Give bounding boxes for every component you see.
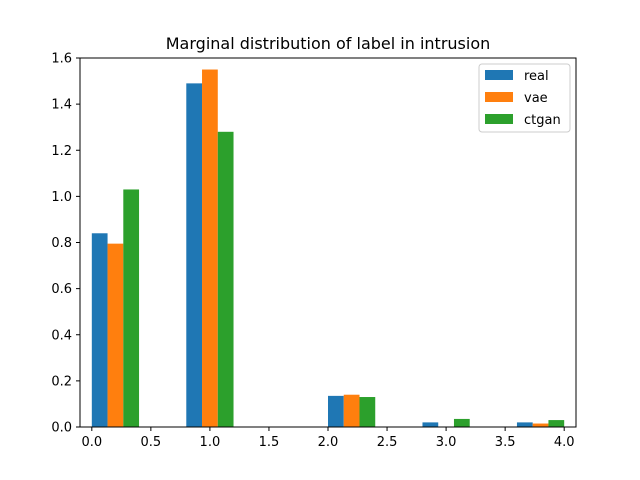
legend-swatch-real bbox=[485, 70, 513, 80]
x-tick-label: 0.5 bbox=[141, 435, 162, 450]
legend: real vae ctgan bbox=[478, 63, 571, 133]
legend-label-real: real bbox=[524, 69, 549, 84]
x-tick-label: 2.0 bbox=[318, 435, 339, 450]
y-tick-label: 0.8 bbox=[51, 236, 72, 251]
bar-vae-0 bbox=[107, 243, 124, 427]
y-tick-label: 1.6 bbox=[51, 52, 72, 67]
y-tick-label: 1.0 bbox=[51, 190, 72, 205]
x-tick-label: 1.5 bbox=[259, 435, 280, 450]
y-tick-label: 0.0 bbox=[51, 421, 72, 436]
bar-real-4 bbox=[516, 422, 533, 427]
legend-swatch-vae bbox=[485, 92, 513, 102]
x-tick-label: 2.5 bbox=[377, 435, 398, 450]
bar-ctgan-4 bbox=[548, 420, 565, 427]
x-tick-label: 1.0 bbox=[200, 435, 221, 450]
y-tick-label: 0.2 bbox=[51, 374, 72, 389]
legend-label-vae: vae bbox=[524, 91, 548, 106]
chart-title: Marginal distribution of label in intrus… bbox=[166, 34, 491, 53]
y-tick-label: 1.4 bbox=[51, 98, 72, 113]
bar-ctgan-1 bbox=[217, 131, 234, 428]
y-tick-label: 0.6 bbox=[51, 282, 72, 297]
bar-ctgan-0 bbox=[123, 189, 140, 427]
x-tick-label: 0.0 bbox=[81, 435, 102, 450]
x-tick-label: 4.0 bbox=[554, 435, 575, 450]
bar-vae-4 bbox=[532, 423, 549, 427]
axes-layer: 0.0 0.5 1.0 1.5 2.0 2.5 3.0 3.5 4.0 0.0 0.2 0.4 0.6 0… bbox=[51, 52, 577, 450]
bars-layer bbox=[91, 69, 565, 428]
bar-real-3 bbox=[422, 422, 439, 427]
bar-ctgan-2 bbox=[359, 397, 376, 427]
legend-label-ctgan: ctgan bbox=[524, 113, 561, 128]
bar-vae-1 bbox=[202, 69, 218, 427]
bar-ctgan-3 bbox=[453, 418, 470, 427]
x-tick-label: 3.0 bbox=[436, 435, 457, 450]
y-tick-label: 0.4 bbox=[51, 328, 72, 343]
x-tick-label: 3.5 bbox=[495, 435, 516, 450]
bar-vae-2 bbox=[343, 394, 360, 427]
bar-real-2 bbox=[328, 395, 344, 427]
bar-real-0 bbox=[91, 233, 108, 427]
bar-real-1 bbox=[186, 83, 203, 428]
legend-swatch-ctgan bbox=[485, 114, 513, 124]
y-tick-label: 1.2 bbox=[51, 144, 72, 159]
